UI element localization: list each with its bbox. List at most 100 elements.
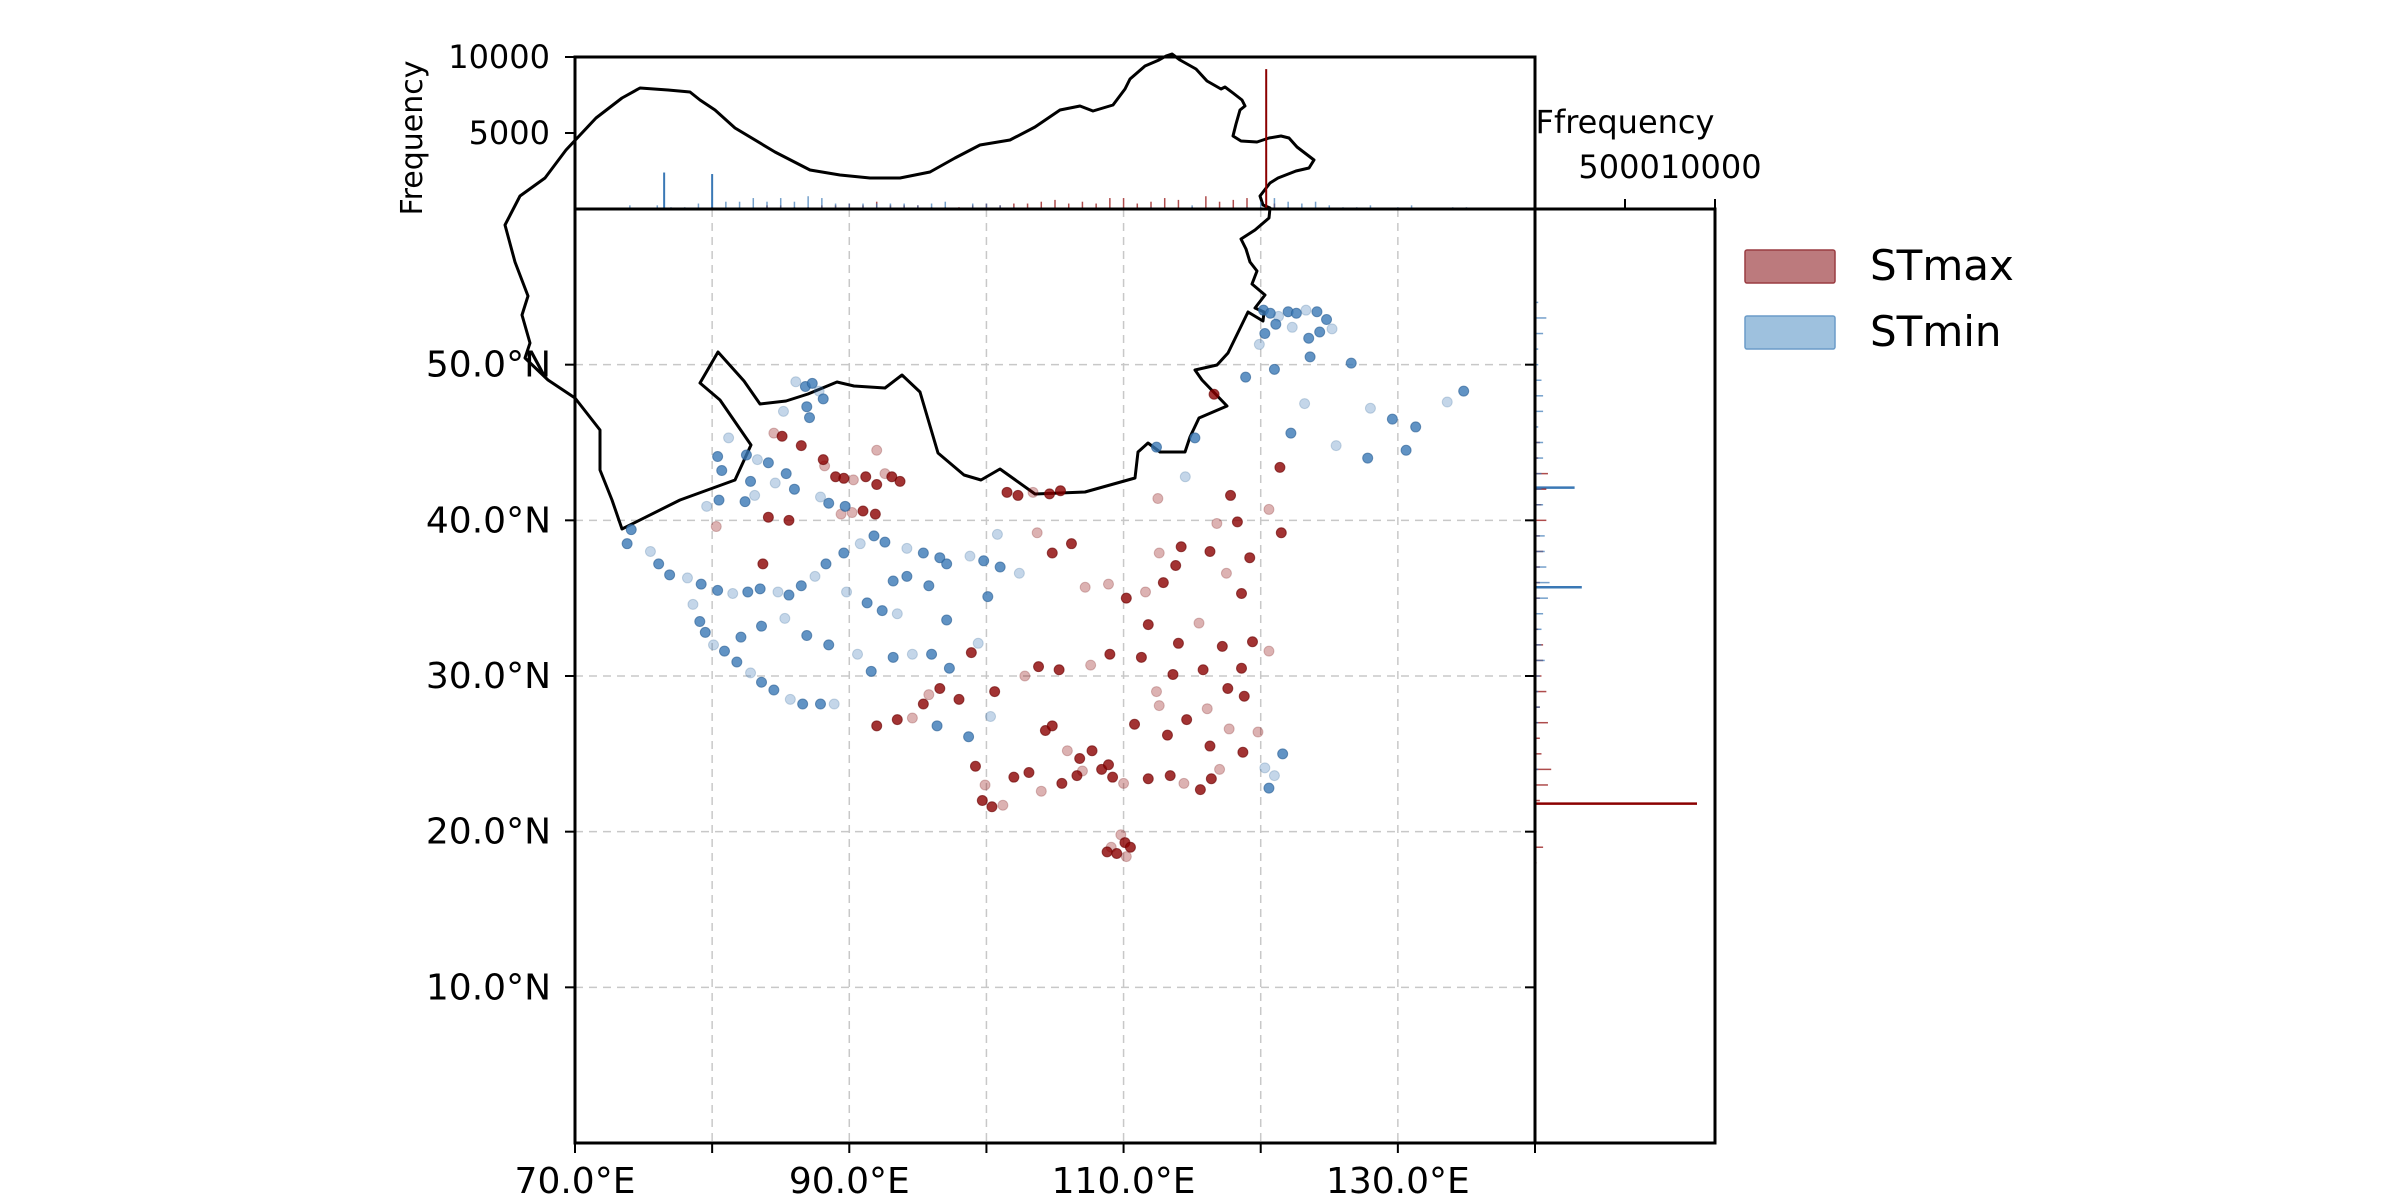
y-tick-label: 50.0°N bbox=[426, 345, 551, 386]
right-x-tick-label: 500010000 bbox=[1578, 148, 1761, 186]
data-point-stmax bbox=[1246, 636, 1258, 648]
data-point-stmin bbox=[839, 500, 851, 512]
gridlines bbox=[575, 209, 1535, 1143]
data-point-stmax bbox=[1023, 767, 1035, 779]
data-point-stmin bbox=[1362, 452, 1374, 464]
data-point-stmax bbox=[1252, 726, 1264, 738]
data-point-stmin bbox=[917, 547, 929, 559]
data-point-stmax bbox=[1046, 547, 1058, 559]
data-point-stmin bbox=[1285, 427, 1297, 439]
data-point-stmax bbox=[857, 505, 869, 517]
china-boundaries bbox=[503, 52, 1316, 531]
data-point-stmin bbox=[712, 584, 724, 596]
data-point-stmax bbox=[1031, 527, 1043, 539]
y-tick-label: 40.0°N bbox=[426, 500, 551, 541]
data-point-stmax bbox=[1238, 690, 1250, 702]
data-point-stmax bbox=[871, 479, 883, 491]
data-point-stmin bbox=[809, 570, 821, 582]
data-point-stmax bbox=[757, 558, 769, 570]
data-point-stmin bbox=[1270, 318, 1282, 330]
data-point-stmax bbox=[869, 508, 881, 520]
data-point-stmin bbox=[1345, 357, 1357, 369]
data-point-stmax bbox=[1079, 581, 1091, 593]
data-point-stmax bbox=[1237, 746, 1249, 758]
data-point-stmin bbox=[1290, 307, 1302, 319]
data-point-stmin bbox=[1311, 306, 1323, 318]
data-point-stmin bbox=[823, 639, 835, 651]
data-point-stmin bbox=[941, 558, 953, 570]
data-point-stmax bbox=[762, 511, 774, 523]
legend: STmax STmin bbox=[1744, 241, 2014, 356]
data-point-stmin bbox=[934, 552, 946, 564]
data-point-stmin bbox=[795, 580, 807, 592]
x-tick-label: 110.0°E bbox=[1052, 1161, 1196, 1200]
data-point-stmin bbox=[879, 536, 891, 548]
data-point-stmin bbox=[790, 376, 802, 388]
data-point-stmin bbox=[1299, 398, 1311, 410]
data-point-stmax bbox=[1071, 770, 1083, 782]
x-tick-label: 90.0°E bbox=[789, 1161, 910, 1200]
data-point-stmin bbox=[828, 698, 840, 710]
data-point-stmin bbox=[906, 648, 918, 660]
data-point-stmax bbox=[846, 507, 858, 519]
data-point-stmin bbox=[712, 451, 724, 463]
data-point-stmax bbox=[1178, 777, 1190, 789]
data-point-stmin bbox=[625, 524, 637, 536]
data-point-stmin bbox=[739, 496, 751, 508]
data-point-stmin bbox=[756, 676, 768, 688]
data-point-stmax bbox=[1153, 547, 1165, 559]
data-point-stmin bbox=[756, 620, 768, 632]
data-point-stmax bbox=[1170, 559, 1182, 571]
data-point-stmax bbox=[1085, 659, 1097, 671]
data-point-stmin bbox=[814, 698, 826, 710]
data-point-stmax bbox=[1216, 640, 1228, 652]
data-point-stmax bbox=[1236, 587, 1248, 599]
data-point-stmax bbox=[1220, 567, 1232, 579]
data-point-stmin bbox=[1304, 351, 1316, 363]
data-point-stmax bbox=[1208, 388, 1220, 400]
data-point-stmax bbox=[1076, 765, 1088, 777]
legend-label-stmin: STmin bbox=[1870, 307, 2002, 356]
data-point-stmax bbox=[1150, 686, 1162, 698]
right-histogram-bars bbox=[1535, 301, 1697, 864]
data-point-stmax bbox=[1205, 773, 1217, 785]
data-point-stmax bbox=[1223, 723, 1235, 735]
data-point-stmax bbox=[847, 474, 859, 486]
data-point-stmax bbox=[1118, 777, 1130, 789]
data-point-stmin bbox=[1410, 421, 1422, 433]
data-point-stmin bbox=[788, 483, 800, 495]
data-point-stmin bbox=[964, 550, 976, 562]
data-point-stmin bbox=[681, 572, 693, 584]
data-point-stmax bbox=[871, 444, 883, 456]
data-point-stmax bbox=[1124, 841, 1136, 853]
data-point-stmin bbox=[852, 648, 864, 660]
data-point-stmax bbox=[1153, 700, 1165, 712]
data-point-stmin bbox=[823, 497, 835, 509]
data-point-stmin bbox=[735, 631, 747, 643]
data-point-stmin bbox=[772, 586, 784, 598]
data-point-stmax bbox=[1214, 763, 1226, 775]
data-point-stmax bbox=[1101, 846, 1113, 858]
data-point-stmax bbox=[1074, 753, 1086, 765]
data-point-stmax bbox=[838, 472, 850, 484]
data-point-stmin bbox=[797, 698, 809, 710]
data-point-stmin bbox=[1259, 328, 1271, 340]
data-point-stmax bbox=[891, 714, 903, 726]
data-point-stmin bbox=[991, 528, 1003, 540]
data-point-stmax bbox=[1111, 847, 1123, 859]
data-point-stmin bbox=[801, 630, 813, 642]
data-point-stmin bbox=[687, 598, 699, 610]
data-point-stmin bbox=[727, 587, 739, 599]
national-border bbox=[503, 52, 1316, 531]
data-point-stmax bbox=[776, 430, 788, 442]
data-point-stmax bbox=[1167, 668, 1179, 680]
data-point-stmin bbox=[972, 637, 984, 649]
data-point-stmax bbox=[1172, 637, 1184, 649]
data-point-stmin bbox=[887, 651, 899, 663]
data-point-stmax bbox=[1244, 552, 1256, 564]
data-point-stmin bbox=[713, 494, 725, 506]
data-point-stmin bbox=[931, 720, 943, 732]
y-tick-label: 10.0°N bbox=[426, 967, 551, 1008]
data-point-stmax bbox=[1061, 745, 1073, 757]
data-point-stmin bbox=[1268, 770, 1280, 782]
